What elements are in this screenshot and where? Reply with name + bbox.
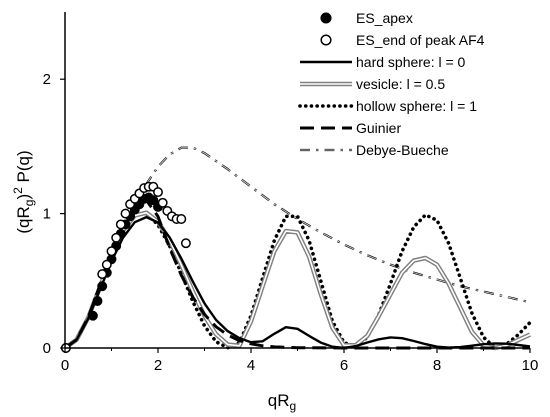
data-point-es-end-of-peak-af4 (101, 259, 112, 270)
legend-label: hard sphere: l = 0 (356, 54, 466, 70)
data-point-es-apex (92, 296, 103, 306)
legend-item-hollow-sphere-l-1: hollow sphere: l = 1 (298, 98, 477, 114)
legend-item-hard-sphere-l-0: hard sphere: l = 0 (300, 54, 466, 70)
plot-series-layer (63, 146, 532, 351)
axes (60, 12, 531, 353)
legend-item-es-end-of-peak-af4: ES_end of peak AF4 (320, 32, 485, 48)
x-tick-label: 6 (340, 357, 348, 374)
series-line-debye-bueche (133, 146, 531, 304)
x-tick-label: 4 (247, 357, 255, 374)
y-tick-label: 1 (43, 206, 51, 223)
legend-marker (320, 12, 332, 24)
legend-label: vesicle: l = 0.5 (356, 76, 445, 92)
legend-label: Guinier (356, 120, 401, 136)
data-point-es-apex (148, 195, 159, 206)
data-point-es-end-of-peak-af4 (115, 219, 126, 230)
legend-item-es-apex: ES_apex (320, 10, 413, 26)
data-point-es-end-of-peak-af4 (157, 197, 168, 208)
legend-label: Debye-Bueche (356, 142, 449, 158)
legend-label: ES_apex (356, 10, 413, 26)
legend: ES_apex ES_end of peak AF4 hard sphere: l … (298, 10, 485, 158)
x-axis-title: qRg (268, 391, 296, 413)
data-point-es-end-of-peak-af4 (153, 187, 163, 198)
y-tick-label: 2 (43, 71, 51, 88)
y-axis-title: (qRg)2 P(q) (11, 150, 36, 233)
legend-label: hollow sphere: l = 1 (356, 98, 477, 114)
data-point-es-apex (87, 310, 98, 321)
legend-label: ES_end of peak AF4 (356, 32, 485, 48)
legend-item-debye-bueche: Debye-Bueche (300, 142, 449, 158)
data-point-es-end-of-peak-af4 (120, 208, 131, 219)
y-tick-label: 0 (43, 340, 51, 357)
x-tick-label: 0 (61, 357, 69, 374)
legend-item-guinier: Guinier (300, 120, 401, 136)
x-tick-label: 2 (154, 357, 162, 374)
data-point-es-end-of-peak-af4 (97, 269, 108, 280)
data-point-es-end-of-peak-af4 (111, 232, 122, 243)
x-tick-label: 8 (433, 357, 441, 374)
data-point-es-end-of-peak-af4 (176, 214, 187, 224)
legend-item-vesicle-l-0-5: vesicle: l = 0.5 (300, 76, 445, 92)
x-tick-label: 10 (522, 357, 539, 374)
data-point-es-apex (97, 281, 108, 292)
data-point-es-end-of-peak-af4 (180, 238, 191, 249)
series-line-vesicle-l-0-5 (63, 210, 531, 351)
legend-marker (320, 34, 332, 46)
data-point-es-end-of-peak-af4 (106, 246, 117, 257)
tick-labels: 0 2 4 6 8 10 0 1 2 (43, 71, 539, 374)
